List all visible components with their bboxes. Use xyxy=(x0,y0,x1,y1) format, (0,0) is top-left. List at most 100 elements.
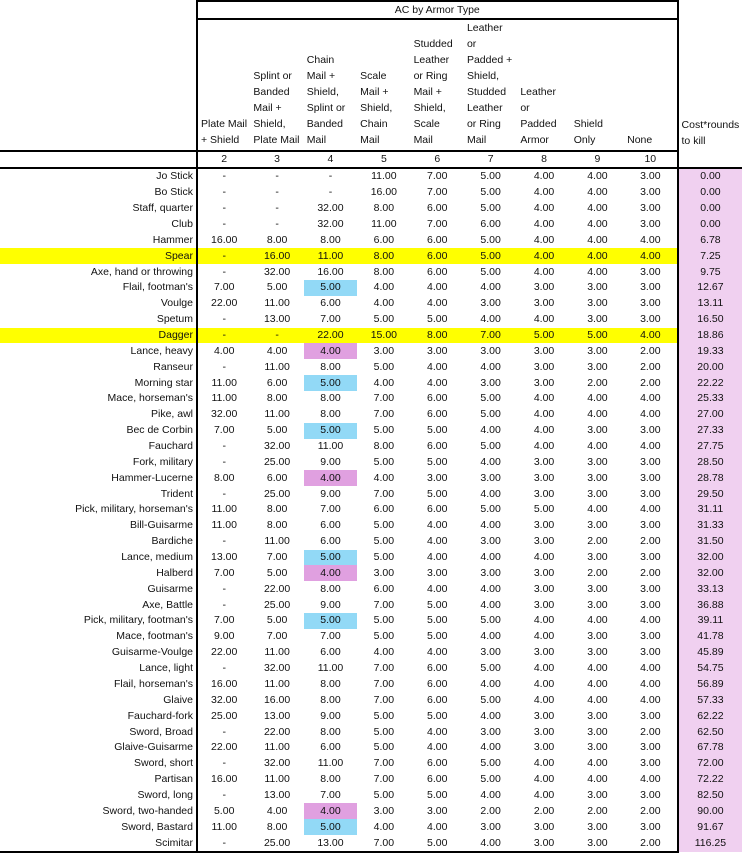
ac-value-cell[interactable]: 4.00 xyxy=(463,835,518,853)
ac-value-cell[interactable]: 3.00 xyxy=(640,313,661,326)
ac-value-cell[interactable]: 3.00 xyxy=(587,551,608,564)
ac-value-cell[interactable]: 4.00 xyxy=(587,392,608,405)
ac-value-cell[interactable]: 4.00 xyxy=(640,773,661,786)
ac-value-cell[interactable]: 5.00 xyxy=(480,503,501,516)
ac-value-cell[interactable]: 8.00 xyxy=(266,519,288,532)
ac-value-cell[interactable]: 4.00 xyxy=(533,551,555,564)
weapon-name[interactable]: Lance, medium xyxy=(0,549,198,566)
ac-value-cell[interactable]: 4.00 xyxy=(480,424,501,437)
ac-value-cell[interactable]: 5.00 xyxy=(427,630,448,643)
cost-cell[interactable]: 72.00 xyxy=(676,755,743,772)
ac-value-cell[interactable]: 4.00 xyxy=(570,248,625,265)
ac-value-cell[interactable]: 6.00 xyxy=(427,392,448,405)
ac-value-cell[interactable]: 5.00 xyxy=(373,360,395,373)
ac-value-cell[interactable]: 3.00 xyxy=(480,566,501,579)
ac-value-cell[interactable]: 11.00 xyxy=(264,646,290,659)
ac-value-cell[interactable]: 5.00 xyxy=(303,613,358,629)
ac-value-cell[interactable]: 5.00 xyxy=(480,614,501,627)
ac-value-cell[interactable]: 5.00 xyxy=(373,709,395,722)
ac-value-cell[interactable]: 16.00 xyxy=(250,248,304,265)
ac-value-cell[interactable]: 32.00 xyxy=(317,202,344,215)
ac-value-cell[interactable]: 4.00 xyxy=(427,535,448,548)
cost-cell[interactable]: 6.78 xyxy=(676,232,743,249)
ac-value-cell[interactable]: 9.00 xyxy=(320,598,341,611)
ac-value-cell[interactable]: 3.00 xyxy=(640,170,661,183)
ac-value-cell[interactable]: 11.00 xyxy=(211,376,237,389)
ac-value-cell[interactable]: 3.00 xyxy=(587,297,608,310)
ac-value-cell[interactable]: 4.00 xyxy=(640,503,661,516)
ac-value-cell[interactable]: - xyxy=(222,218,226,230)
ac-value-cell[interactable]: - xyxy=(275,218,279,230)
ac-value-cell[interactable]: 7.00 xyxy=(373,677,395,690)
ac-value-cell[interactable]: 25.00 xyxy=(263,487,291,500)
ac-value-cell[interactable]: 3.00 xyxy=(587,344,608,357)
ac-value-cell[interactable]: 3.00 xyxy=(640,551,661,564)
ac-value-cell[interactable]: 32.00 xyxy=(211,408,238,421)
ac-value-cell[interactable]: 4.00 xyxy=(533,218,555,230)
weapon-name[interactable]: Pick, military, footman's xyxy=(0,613,198,629)
ac-value-cell[interactable]: 4.00 xyxy=(480,487,501,500)
ac-value-cell[interactable]: 7.00 xyxy=(373,773,395,786)
weapon-name[interactable]: Scimitar xyxy=(0,835,198,853)
ac-value-cell[interactable]: 6.00 xyxy=(266,376,288,389)
ac-value-cell[interactable]: 3.00 xyxy=(587,788,608,801)
ac-value-cell[interactable]: 32.00 xyxy=(263,662,291,675)
ac-value-cell[interactable]: 5.00 xyxy=(373,424,395,437)
ac-value-cell[interactable]: 3.00 xyxy=(373,804,395,817)
ac-value-cell[interactable]: - xyxy=(197,248,251,265)
ac-value-cell[interactable]: 4.00 xyxy=(480,741,501,754)
ac-value-cell[interactable]: 5.00 xyxy=(480,662,501,675)
ac-value-cell[interactable]: 4.00 xyxy=(373,820,395,833)
ac-value-cell[interactable]: - xyxy=(222,788,226,801)
ac-value-cell[interactable]: 9.00 xyxy=(320,487,341,500)
ac-value-cell[interactable]: 22.00 xyxy=(263,725,291,738)
ac-value-cell[interactable]: 8.00 xyxy=(320,392,341,405)
ac-value-cell[interactable]: 22.00 xyxy=(263,582,291,595)
ac-value-cell[interactable]: 3.00 xyxy=(427,804,448,817)
ac-value-cell[interactable]: 8.00 xyxy=(266,820,288,833)
ac-value-cell[interactable]: 16.00 xyxy=(211,773,238,786)
ac-value-cell[interactable]: 4.00 xyxy=(533,677,555,690)
ac-value-cell[interactable]: 16.00 xyxy=(263,693,291,706)
ac-value-cell[interactable]: - xyxy=(197,327,251,344)
ac-value-cell[interactable]: 4.00 xyxy=(533,773,555,786)
cost-cell[interactable]: 0.00 xyxy=(676,168,743,185)
weapon-name[interactable]: Lance, light xyxy=(0,660,198,677)
ac-value-cell[interactable]: 3.00 xyxy=(640,471,661,484)
ac-value-cell[interactable]: - xyxy=(328,186,333,199)
ac-value-cell[interactable]: 4.00 xyxy=(373,376,395,389)
cost-cell[interactable]: 116.25 xyxy=(676,835,743,852)
ac-value-cell[interactable]: 5.00 xyxy=(427,455,448,468)
ac-value-cell[interactable]: 3.00 xyxy=(533,725,555,738)
weapon-name[interactable]: Glaive xyxy=(0,692,198,709)
ac-value-cell[interactable]: 3.00 xyxy=(587,582,608,595)
cost-cell[interactable]: 91.67 xyxy=(676,819,743,836)
ac-value-cell[interactable]: 4.00 xyxy=(427,519,448,532)
weapon-name[interactable]: Bo Stick xyxy=(0,184,198,201)
ac-value-cell[interactable]: 3.00 xyxy=(533,582,555,595)
ac-value-cell[interactable]: 6.00 xyxy=(427,662,448,675)
cost-cell[interactable]: 0.00 xyxy=(676,216,743,233)
ac-value-cell[interactable]: 5.00 xyxy=(480,693,501,706)
ac-value-cell[interactable]: 11.00 xyxy=(317,440,344,453)
ac-value-cell[interactable]: 5.00 xyxy=(303,375,358,392)
ac-value-cell[interactable]: 7.00 xyxy=(213,281,235,294)
cost-cell[interactable]: 32.00 xyxy=(676,565,743,582)
ac-value-cell[interactable]: 11.00 xyxy=(264,773,290,786)
ac-value-cell[interactable]: 3.00 xyxy=(640,424,661,437)
ac-value-cell[interactable]: 11.00 xyxy=(211,392,237,405)
weapon-name[interactable]: Hammer-Lucerne xyxy=(0,470,198,487)
ac-value-cell[interactable]: 5.00 xyxy=(427,313,448,326)
cost-cell[interactable]: 31.33 xyxy=(676,517,743,534)
ac-value-cell[interactable]: 3.00 xyxy=(427,471,448,484)
ac-value-cell[interactable]: 2.00 xyxy=(640,360,661,373)
ac-value-cell[interactable]: 5.00 xyxy=(303,819,358,836)
ac-value-cell[interactable]: 4.00 xyxy=(533,170,555,183)
ac-value-cell[interactable]: 5.00 xyxy=(303,422,358,439)
ac-value-cell[interactable]: 8.00 xyxy=(320,693,341,706)
ac-value-cell[interactable]: 7.00 xyxy=(213,566,235,579)
ac-value-cell[interactable]: 7.00 xyxy=(357,835,411,853)
ac-value-cell[interactable]: 11.00 xyxy=(303,248,358,265)
ac-value-cell[interactable]: 4.00 xyxy=(587,693,608,706)
cost-cell[interactable]: 25.33 xyxy=(676,391,743,407)
